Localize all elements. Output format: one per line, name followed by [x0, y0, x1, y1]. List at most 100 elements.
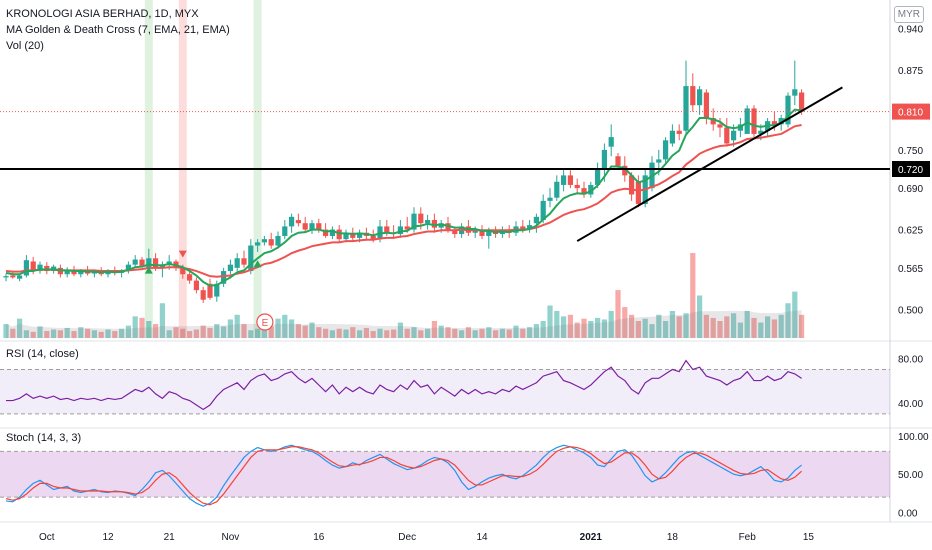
price-tick-label: 0.940 [898, 25, 923, 36]
volume-bar [51, 329, 57, 338]
rsi-band [0, 369, 890, 414]
golden-cross-marker [253, 260, 262, 268]
volume-bar [357, 330, 363, 338]
stoch-d-line [5, 446, 803, 506]
currency-badge[interactable]: MYR [893, 6, 924, 23]
volume-bar [105, 329, 111, 338]
last-price-badge [892, 103, 930, 120]
candle-body [710, 117, 716, 125]
volume-bar [411, 327, 417, 338]
candle-body [207, 283, 213, 298]
candle-body [669, 130, 675, 144]
candle-body [78, 271, 84, 275]
rsi-pane-label[interactable]: RSI (14, close) [6, 348, 79, 360]
candle-body [690, 86, 696, 106]
volume-bar [615, 290, 621, 338]
volume-bar [329, 330, 335, 338]
candle-body [601, 149, 607, 169]
volume-bar [384, 330, 390, 338]
candle-body [751, 108, 757, 134]
candle-body [37, 264, 43, 272]
ema-7-line [5, 108, 802, 287]
uptrend-line [576, 86, 843, 242]
candle-body [520, 226, 526, 230]
volume-bar [255, 328, 261, 338]
price-tick-label: 0.625 [898, 226, 923, 237]
rsi-tick-label: 80.00 [898, 354, 923, 365]
time-axis: Oct 12 21 Nov 16 Dec 14 2021 18 Feb 15 [39, 532, 814, 543]
ema-21-line [5, 124, 802, 278]
candle-body [411, 213, 417, 230]
volume-bar [731, 313, 737, 338]
volume-bar [316, 327, 322, 338]
stoch-k-line [5, 444, 802, 507]
stoch-tick-label: 50.00 [898, 470, 923, 481]
volume-bar [724, 316, 730, 338]
candle-body [193, 280, 199, 291]
volume-bar [98, 331, 104, 338]
volume-bar [180, 328, 186, 338]
volume-bar [10, 328, 16, 338]
earnings-marker-label: E [262, 318, 269, 329]
volume-bar [459, 330, 465, 338]
symbol-title[interactable]: KRONOLOGI ASIA BERHAD, 1D, MYX [6, 8, 199, 20]
candle-body [608, 137, 614, 147]
volume-bar [397, 322, 403, 338]
volume-bar [139, 317, 145, 338]
volume-bar [323, 328, 329, 338]
chart-annotations: E [0, 86, 890, 331]
stoch-pane-label[interactable]: Stoch (14, 3, 3) [6, 432, 82, 444]
volume-bar [64, 327, 70, 338]
volume-bar [241, 324, 247, 338]
candle-body [227, 264, 233, 272]
candle-body [771, 121, 777, 125]
stoch-tick-label: 0.00 [898, 508, 918, 519]
time-tick-label: 18 [667, 532, 679, 543]
candle-body [547, 197, 553, 201]
price-tick-label: 0.565 [898, 264, 923, 275]
volume-bar [506, 329, 512, 338]
volume-bar [153, 324, 159, 338]
candle-body [527, 225, 533, 230]
volume-bar [275, 318, 281, 338]
volume-indicator-label[interactable]: Vol (20) [6, 40, 44, 52]
volume-bar [452, 328, 458, 338]
volume-bar [683, 313, 689, 338]
volume-bar [159, 303, 165, 338]
volume-bar [486, 327, 492, 338]
volume-bar [370, 331, 376, 338]
volume-bar [765, 316, 771, 338]
volume-bar [799, 314, 805, 338]
volume-bar [703, 314, 709, 338]
candle-body [567, 175, 573, 185]
candle-body [581, 188, 587, 195]
price-axes: 0.940 0.875 0.810 0.750 0.690 0.625 0.565 0.500… [892, 25, 930, 519]
volume-bar [540, 321, 546, 338]
candle-body [533, 216, 539, 224]
volume-bar [125, 325, 131, 338]
volume-bar [676, 316, 682, 338]
volume-bar [608, 310, 614, 338]
candle-body [574, 184, 580, 189]
candlesticks [3, 60, 805, 303]
last-price-label: 0.810 [898, 108, 923, 119]
candle-body [64, 269, 70, 275]
volume-bar [85, 328, 91, 338]
volume-bar [642, 318, 648, 338]
volume-bar [336, 328, 342, 338]
volume-bar [119, 328, 125, 338]
candle-body [316, 223, 322, 230]
time-tick-label: 14 [476, 532, 488, 543]
candle-body [153, 258, 159, 268]
volume-bar [527, 327, 533, 338]
candle-body [418, 213, 424, 224]
ma-cross-indicator-label[interactable]: MA Golden & Death Cross (7, EMA, 21, EMA… [6, 24, 230, 36]
volume-bar [282, 314, 288, 338]
volume-bar [744, 310, 750, 338]
volume-bar [771, 319, 777, 338]
time-tick-label: Oct [39, 532, 55, 543]
candle-body [778, 117, 784, 125]
volume-bar [567, 314, 573, 338]
volume-bar [710, 317, 716, 338]
candle-body [234, 258, 240, 268]
